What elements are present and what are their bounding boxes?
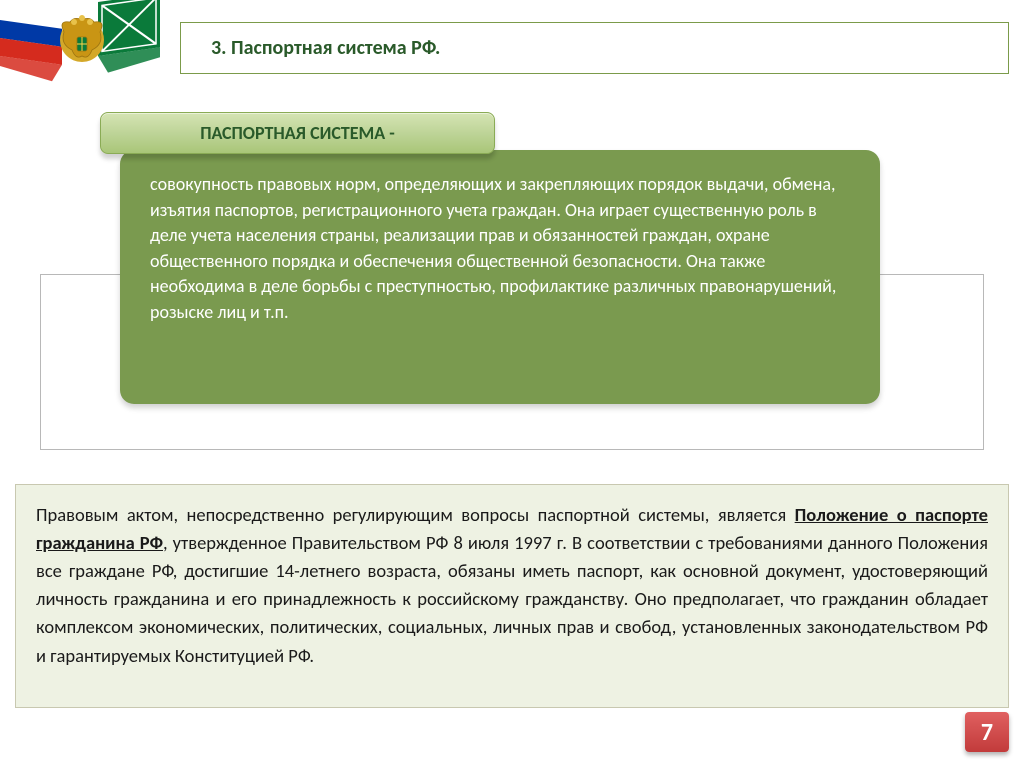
header-emblem (0, 0, 175, 90)
legal-act-text: Правовым актом, непосредственно регулиру… (36, 501, 988, 670)
definition-text: совокупность правовых норм, определяющих… (150, 172, 850, 325)
legal-part2: , утвержденное Правительством РФ 8 июля … (36, 531, 988, 666)
title-box: 3. Паспортная система РФ. (180, 22, 1009, 74)
subheading-tab: ПАСПОРТНАЯ СИСТЕМА - (100, 112, 495, 154)
subheading-label: ПАСПОРТНАЯ СИСТЕМА - (200, 122, 395, 144)
definition-panel: совокупность правовых норм, определяющих… (120, 150, 880, 404)
legal-act-box: Правовым актом, непосредственно регулиру… (15, 484, 1009, 708)
page-number: 7 (981, 718, 993, 747)
page-number-badge: 7 (965, 712, 1009, 752)
legal-part1: Правовым актом, непосредственно регулиру… (36, 503, 795, 526)
page-title: 3. Паспортная система РФ. (211, 36, 440, 60)
